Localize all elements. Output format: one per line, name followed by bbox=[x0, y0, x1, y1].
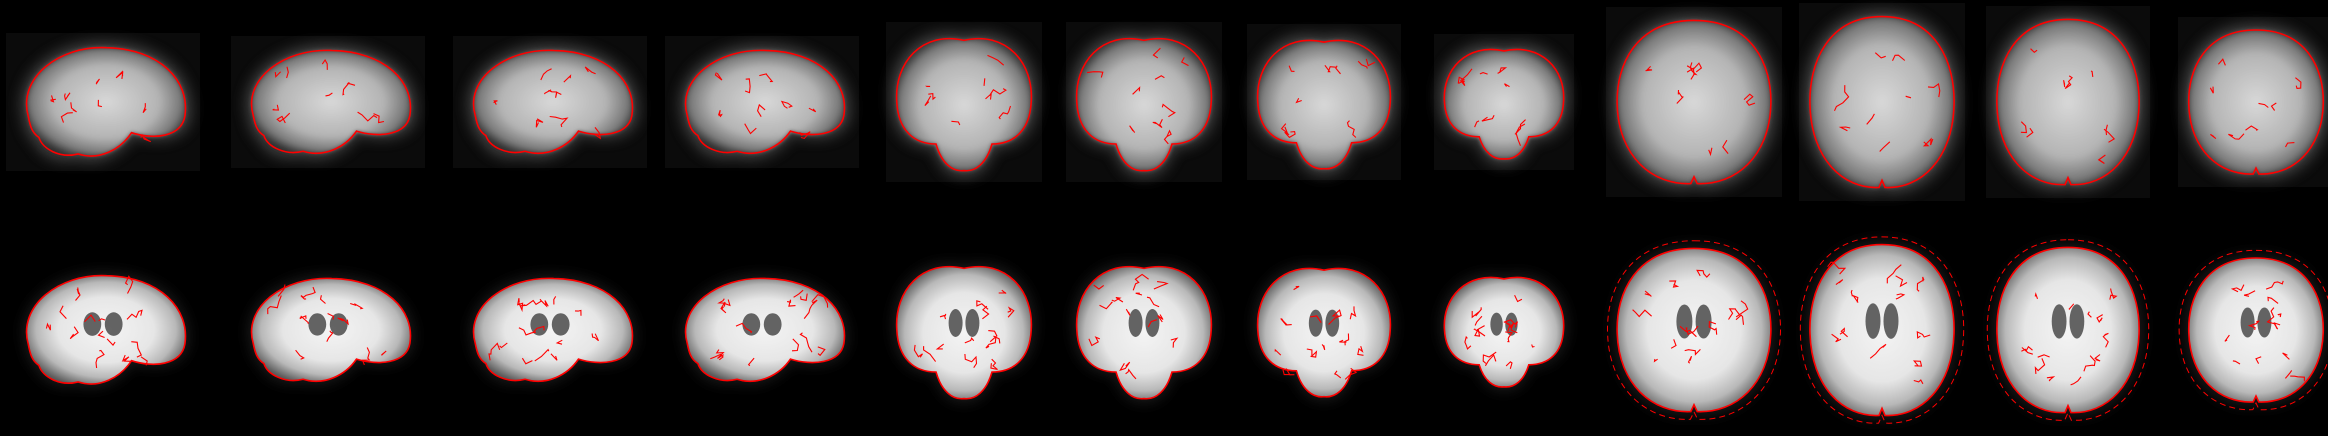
sagittal-slice-panel bbox=[231, 36, 425, 168]
coronal-slice-panel bbox=[893, 263, 1035, 402]
coronal-slice-panel bbox=[1434, 34, 1574, 170]
axial-slice-panel bbox=[1986, 6, 2150, 198]
coronal-slice-panel bbox=[1066, 22, 1222, 182]
axial-slice-panel bbox=[2178, 249, 2328, 411]
sagittal-slice-panel bbox=[665, 36, 859, 168]
coronal-slice-panel bbox=[1247, 24, 1401, 180]
axial-slice-panel bbox=[2178, 17, 2328, 187]
axial-slice-panel bbox=[1799, 236, 1965, 424]
axial-slice-panel bbox=[1606, 7, 1782, 197]
sagittal-slice-panel bbox=[682, 275, 848, 385]
axial-slice-panel bbox=[1986, 239, 2150, 421]
sagittal-slice-panel bbox=[453, 36, 647, 168]
coronal-slice-panel bbox=[1441, 274, 1567, 390]
sagittal-slice-panel bbox=[6, 33, 200, 171]
coronal-slice-panel bbox=[1073, 263, 1215, 402]
anatomical-template-row bbox=[23, 236, 2328, 424]
axial-slice-panel bbox=[1799, 3, 1965, 201]
coronal-slice-panel bbox=[1254, 265, 1394, 400]
functional-epi-row bbox=[6, 3, 2328, 201]
sagittal-slice-panel bbox=[248, 275, 414, 385]
sagittal-slice-panel bbox=[470, 275, 636, 385]
sagittal-slice-panel bbox=[23, 272, 189, 387]
axial-slice-panel bbox=[1607, 240, 1781, 420]
coronal-slice-panel bbox=[886, 22, 1042, 182]
